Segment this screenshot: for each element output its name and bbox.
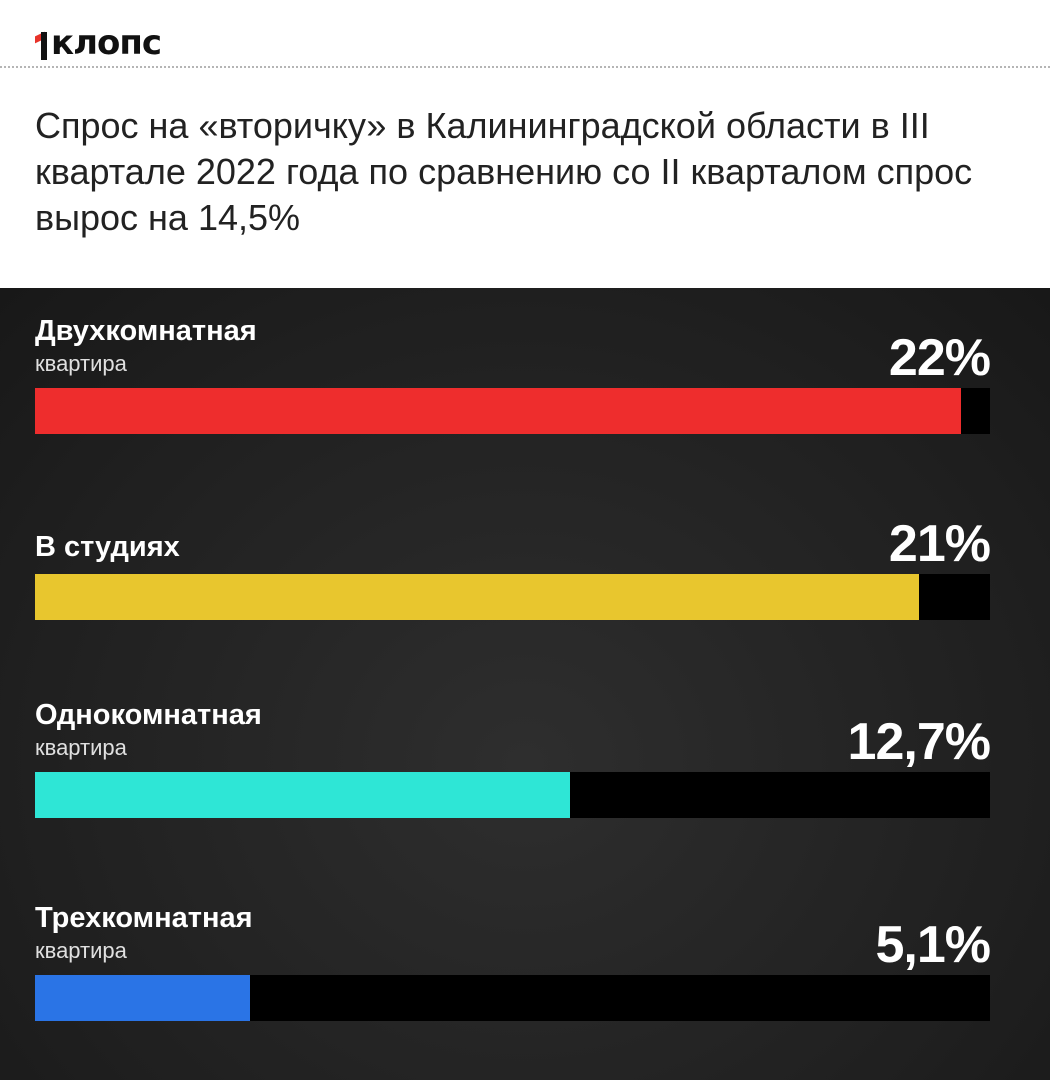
category-label: В студиях xyxy=(35,531,180,563)
value-label: 21% xyxy=(888,515,991,573)
category-label: Двухкомнатная xyxy=(35,315,257,347)
value-label: 5,1% xyxy=(875,916,991,974)
category-sublabel: квартира xyxy=(35,938,127,963)
bar xyxy=(35,574,919,620)
brand-logo[interactable]: клопс xyxy=(35,16,162,63)
header-divider xyxy=(0,66,1050,68)
bar xyxy=(35,772,570,818)
logo-text: клопс xyxy=(51,23,162,63)
bar xyxy=(35,975,250,1021)
bar-chart xyxy=(35,388,990,1021)
value-label: 12,7% xyxy=(847,713,991,771)
category-label: Однокомнатная xyxy=(35,699,262,731)
value-label: 22% xyxy=(888,329,991,387)
chart-panel: Двухкомнатная квартира 22% В студиях 21% Одно… xyxy=(0,288,1050,1080)
bar xyxy=(35,388,961,434)
logo-mark-icon xyxy=(35,30,49,60)
category-label: Трехкомнатная xyxy=(35,902,253,934)
category-sublabel: квартира xyxy=(35,351,127,376)
category-sublabel: квартира xyxy=(35,735,127,760)
chart-headline: Спрос на «вторичку» в Калининградской об… xyxy=(35,105,973,238)
header: клопс Спрос на «вторичку» в Калининградс… xyxy=(0,0,1050,288)
